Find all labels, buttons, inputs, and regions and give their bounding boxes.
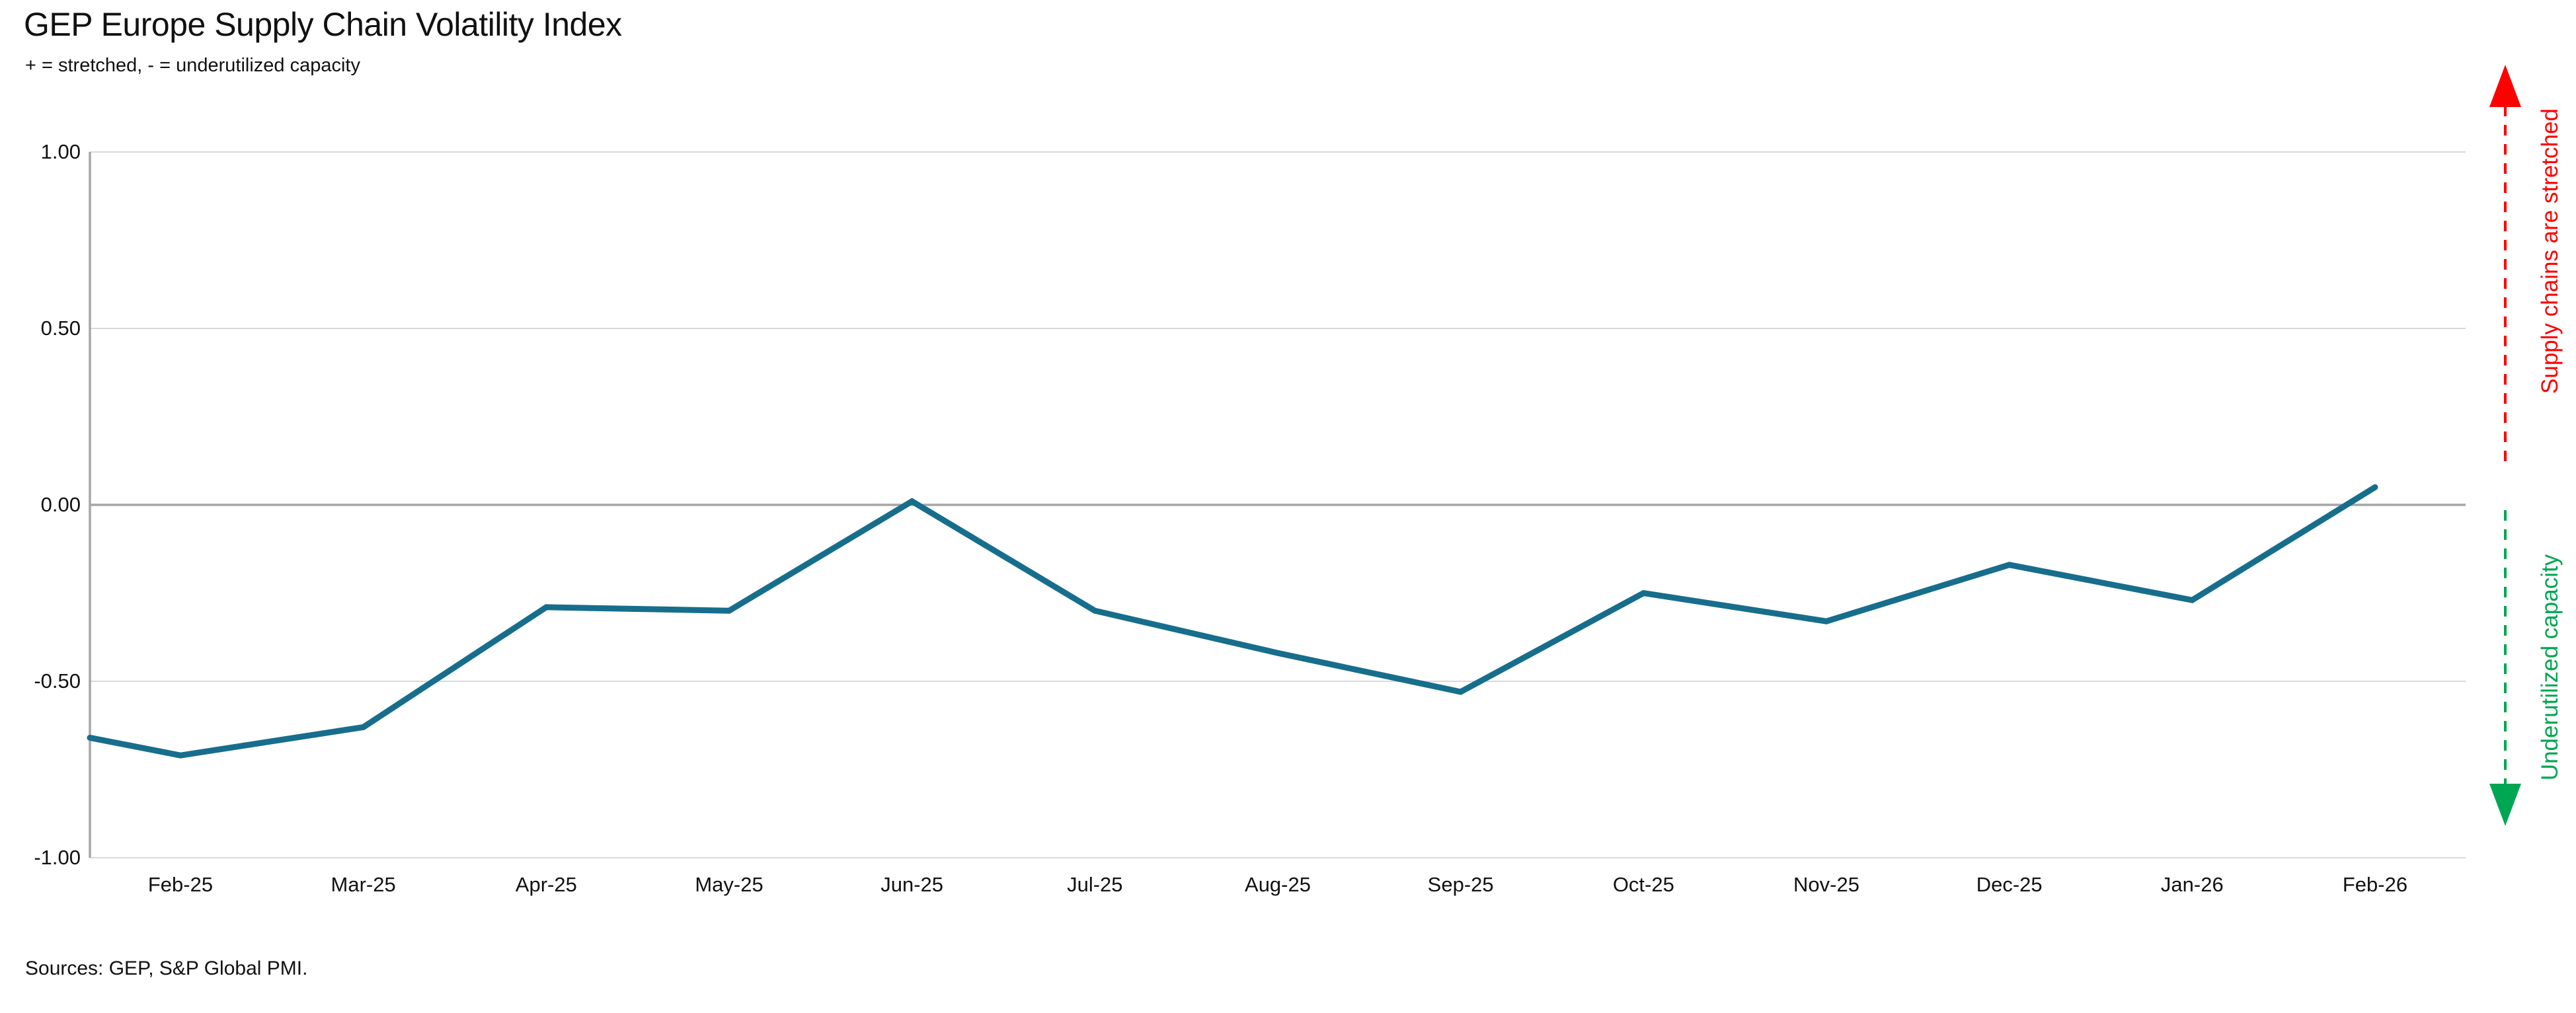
x-tick-label: Nov-25 [1793,873,1859,896]
x-tick-label: Dec-25 [1976,873,2043,896]
y-tick-label: -1.00 [34,846,81,869]
volatility-index-line [87,484,2378,759]
x-tick-label: Jun-25 [880,873,944,896]
underutilized-axis-label: Underutilized capacity [2537,554,2563,781]
x-tick-label: Feb-26 [2342,873,2408,896]
x-tick-label: May-25 [695,873,763,896]
chart-subtitle: + = stretched, - = underutilized capacit… [25,55,360,76]
sources-note: Sources: GEP, S&P Global PMI. [25,957,308,979]
x-tick-label: Jan-26 [2160,873,2224,896]
y-tick-label: 0.50 [40,317,81,340]
x-tick-label: Apr-25 [515,873,577,896]
x-tick-label: Oct-25 [1612,873,1674,896]
y-tick-label: 0.00 [40,493,81,516]
x-tick-label: Jul-25 [1067,873,1123,896]
x-tick-label: Sep-25 [1427,873,1494,896]
x-tick-label: Mar-25 [331,873,396,896]
x-tick-label: Aug-25 [1245,873,1311,896]
y-tick-label: 1.00 [40,140,81,163]
y-tick-label: -0.50 [34,669,81,693]
chart-title: GEP Europe Supply Chain Volatility Index [24,6,622,43]
x-tick-label: Feb-25 [147,873,214,896]
